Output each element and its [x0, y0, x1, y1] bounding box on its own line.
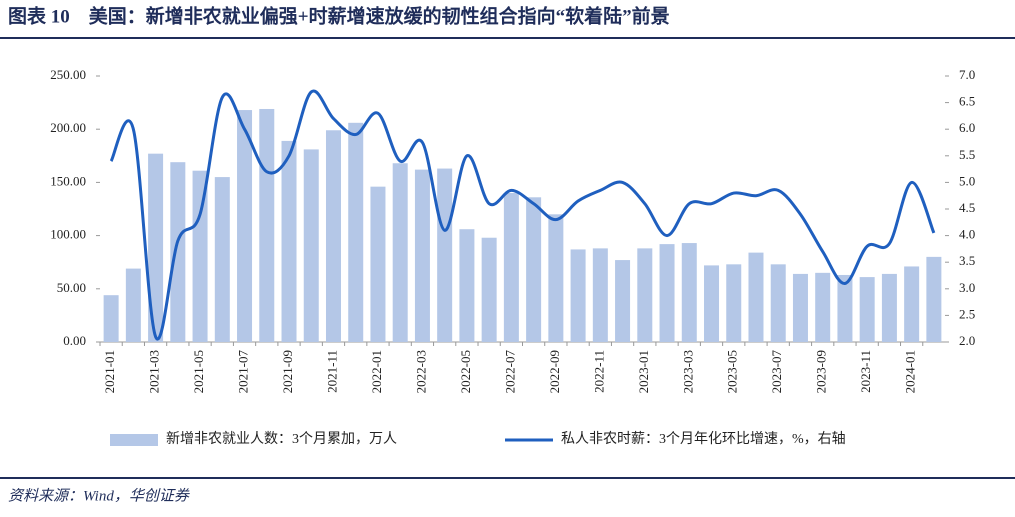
bar [881, 273, 897, 342]
y2-tick-label: 5.5 [959, 147, 975, 162]
x-tick-label: 2022-03 [413, 350, 428, 393]
bar [637, 248, 653, 342]
x-tick-label: 2022-05 [458, 350, 473, 393]
bar [615, 260, 631, 342]
bar [659, 244, 675, 342]
y2-tick-label: 4.0 [959, 227, 975, 242]
y2-tick-label: 4.5 [959, 200, 975, 215]
x-tick-label: 2023-05 [725, 350, 740, 393]
bar [214, 177, 230, 342]
bar [125, 268, 141, 342]
bar [570, 249, 586, 342]
bar [370, 186, 386, 342]
source: 资料来源：Wind，华创证券 [8, 487, 190, 504]
bar [392, 163, 408, 342]
bar [170, 162, 186, 342]
x-tick-label: 2021-07 [236, 350, 251, 394]
chart-title: 图表 10 美国：新增非农就业偏强+时薪增速放缓的韧性组合指向“软着陆”前景 [8, 4, 670, 27]
bar [437, 168, 453, 342]
x-tick-label: 2022-01 [369, 350, 384, 393]
y-tick-label: 250.00 [50, 67, 86, 82]
x-tick-label: 2023-03 [680, 350, 695, 393]
bar [748, 252, 764, 342]
y2-tick-label: 3.0 [959, 280, 975, 295]
x-tick-label: 2023-11 [858, 350, 873, 393]
x-tick-label: 2022-07 [502, 350, 517, 394]
legend-label: 私人非农时薪：3个月年化环比增速，%，右轴 [561, 431, 846, 447]
x-tick-label: 2021-05 [191, 350, 206, 393]
bar [325, 130, 341, 342]
bar [704, 265, 720, 342]
bar [348, 122, 364, 342]
y2-tick-label: 3.5 [959, 253, 975, 268]
x-tick-label: 2023-01 [636, 350, 651, 393]
y2-tick-label: 5.0 [959, 173, 975, 188]
bar [237, 110, 253, 342]
bar [815, 272, 831, 342]
bar [481, 237, 497, 342]
line [109, 89, 936, 341]
x-tick-label: 2024-01 [903, 350, 918, 393]
legend-swatch [110, 434, 158, 446]
bar [726, 264, 742, 342]
x-tick-label: 2022-11 [591, 350, 606, 393]
bar [259, 108, 275, 342]
x-tick-label: 2021-01 [102, 350, 117, 393]
bar [148, 153, 164, 342]
y2-tick-label: 6.0 [959, 120, 975, 135]
y-tick-label: 0.00 [63, 333, 86, 348]
bar [503, 193, 519, 342]
x-tick-label: 2023-07 [769, 350, 784, 394]
bar [681, 243, 697, 342]
bar [526, 197, 542, 342]
bar [592, 248, 608, 342]
y-tick-label: 200.00 [50, 120, 86, 135]
y2-tick-label: 6.5 [959, 94, 975, 109]
bar [103, 295, 119, 342]
y-tick-label: 50.00 [57, 280, 86, 295]
bar [548, 214, 564, 342]
bar [414, 169, 430, 342]
bar [281, 140, 297, 342]
y2-tick-label: 2.5 [959, 306, 975, 321]
y-tick-label: 100.00 [50, 227, 86, 242]
y2-tick-label: 2.0 [959, 333, 975, 348]
x-tick-label: 2022-09 [547, 350, 562, 393]
y-tick-label: 150.00 [50, 173, 86, 188]
bar [303, 149, 319, 342]
x-tick-label: 2023-09 [814, 350, 829, 393]
bar [904, 266, 920, 342]
bar [192, 170, 208, 342]
x-tick-label: 2021-03 [147, 350, 162, 393]
legend-label: 新增非农就业人数：3个月累加，万人 [166, 431, 397, 447]
bar [859, 277, 875, 342]
bar [837, 274, 853, 342]
bar [792, 273, 808, 342]
x-tick-label: 2021-09 [280, 350, 295, 393]
bar [770, 264, 786, 342]
bar [459, 229, 475, 342]
x-tick-label: 2021-11 [324, 350, 339, 393]
y2-tick-label: 7.0 [959, 67, 975, 82]
bar [926, 256, 942, 342]
